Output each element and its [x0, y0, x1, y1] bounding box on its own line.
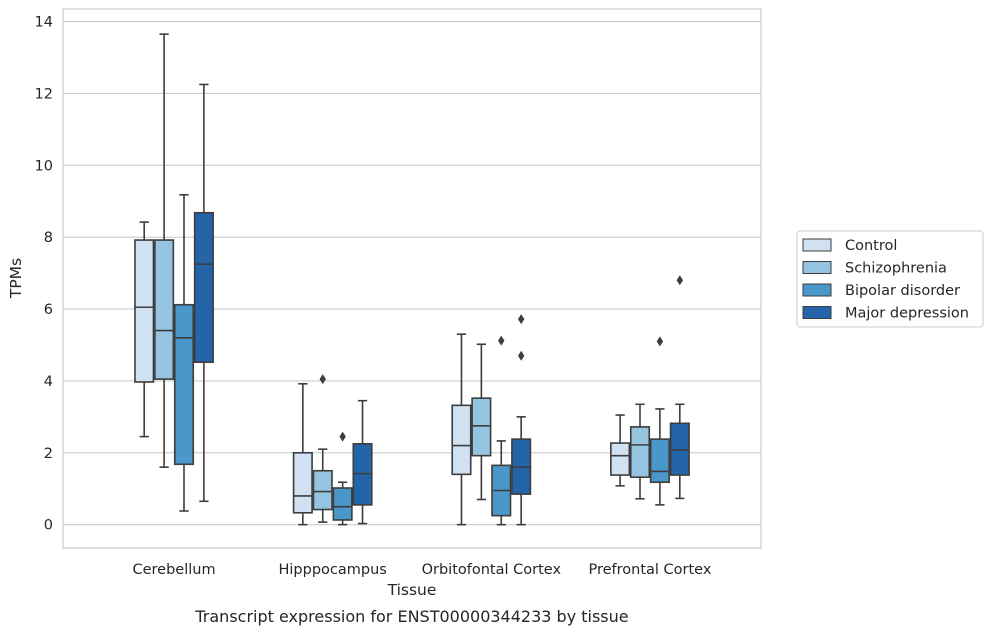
- outlier-point: [517, 314, 525, 325]
- outlier-point: [517, 350, 525, 361]
- box-schizophrenia: [312, 374, 333, 523]
- box-major-depression: [352, 399, 373, 525]
- box-groups: [134, 33, 690, 526]
- outlier-point: [656, 336, 664, 347]
- box-iqr: [154, 239, 175, 380]
- box-iqr: [332, 487, 353, 521]
- outlier-point: [498, 335, 505, 346]
- legend-label: Schizophrenia: [845, 261, 947, 277]
- box-iqr: [471, 397, 492, 457]
- legend-frame: [796, 230, 984, 328]
- y-tick-labels: 0 2 4 6 8 10 12 14: [35, 15, 53, 534]
- y-tick-label: 10: [35, 158, 53, 174]
- legend-label: Bipolar disorder: [845, 283, 960, 299]
- outlier-point: [676, 275, 684, 286]
- box-control: [451, 333, 472, 526]
- x-tick-label: Cerebellum: [132, 562, 215, 578]
- box-iqr: [610, 442, 631, 476]
- legend-swatch: [802, 283, 832, 297]
- y-tick-label: 4: [44, 374, 53, 390]
- box-iqr: [292, 451, 313, 514]
- box-bipolar-disorder: [173, 193, 195, 512]
- plot-frame: [62, 8, 762, 549]
- x-tick-label: Prefrontal Cortex: [588, 562, 711, 578]
- legend: Control Schizophrenia Bipolar disorder Majo…: [796, 230, 984, 328]
- box-schizophrenia: [471, 343, 492, 501]
- box-iqr: [193, 211, 214, 364]
- x-tick-label: Hipppocampus: [279, 562, 387, 578]
- y-tick-label: 8: [44, 230, 53, 246]
- legend-swatch: [802, 261, 832, 274]
- legend-label: Major depression: [845, 306, 969, 322]
- outlier-point: [319, 374, 326, 385]
- legend-swatch: [802, 238, 832, 252]
- y-axis-title: TPMs: [7, 258, 25, 299]
- y-tick-label: 14: [35, 15, 53, 31]
- box-major-depression: [669, 275, 690, 500]
- box-iqr: [451, 404, 472, 476]
- box-iqr: [173, 303, 195, 466]
- box-control: [610, 414, 631, 487]
- legend-swatch: [802, 306, 832, 319]
- box-control: [134, 221, 155, 438]
- y-tick-label: 2: [44, 446, 53, 462]
- box-iqr: [134, 239, 155, 383]
- box-major-depression: [193, 83, 214, 503]
- box-control: [292, 382, 313, 526]
- outlier-point: [339, 431, 346, 442]
- x-axis-title: Tissue: [387, 581, 437, 599]
- box-bipolar-disorder: [649, 336, 670, 506]
- box-major-depression: [511, 314, 532, 526]
- y-tick-label: 6: [44, 302, 53, 318]
- y-tick-label: 12: [35, 86, 53, 102]
- box-iqr: [312, 469, 333, 511]
- box-iqr: [629, 426, 651, 479]
- x-tick-labels: Cerebellum Hipppocampus Orbitofontal Corte…: [132, 562, 711, 578]
- box-schizophrenia: [629, 403, 651, 500]
- box-bipolar-disorder: [332, 431, 353, 526]
- box-bipolar-disorder: [491, 335, 512, 526]
- x-tick-label: Orbitofontal Cortex: [422, 562, 562, 578]
- chart-caption: Transcript expression for ENST0000034423…: [194, 607, 628, 626]
- box-schizophrenia: [154, 33, 175, 468]
- legend-label: Control: [845, 238, 897, 254]
- y-tick-label: 0: [44, 518, 53, 534]
- box-iqr: [649, 438, 670, 484]
